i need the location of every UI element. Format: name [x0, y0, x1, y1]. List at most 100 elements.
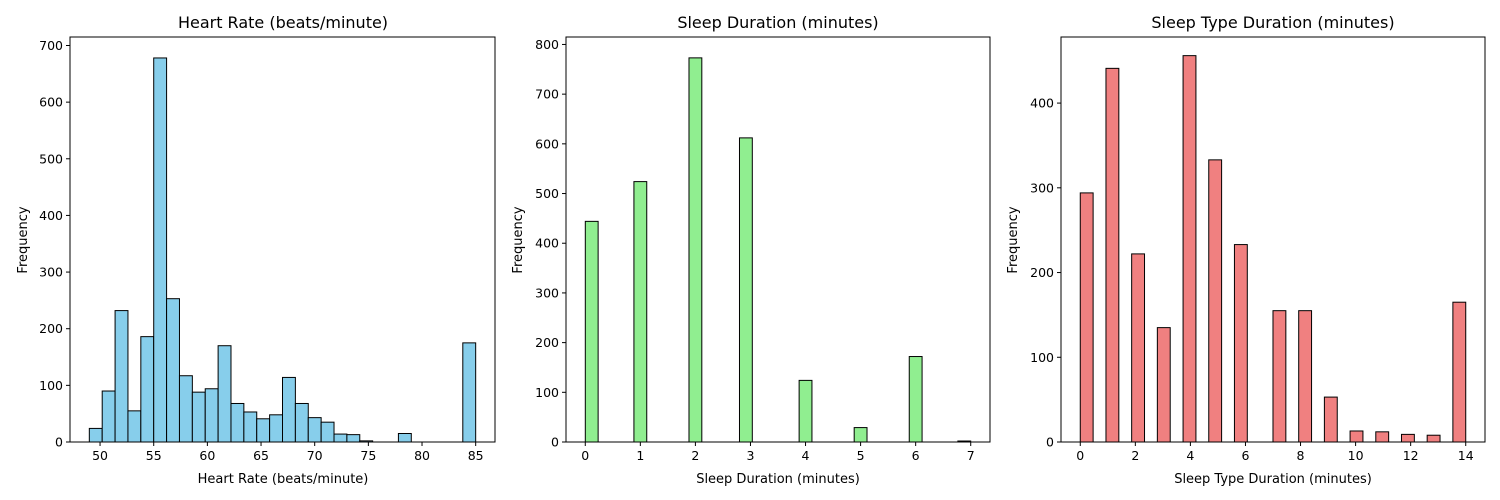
heart-rate-y-tick-label: 400: [39, 208, 63, 223]
heart-rate-y-tick-label: 100: [39, 378, 63, 393]
sleep-duration-axes-frame: [565, 36, 991, 443]
sleep-type-x-tick-label: 6: [1241, 448, 1249, 463]
heart-rate-x-tick-label: 65: [253, 448, 269, 463]
sleep-duration-y-tick-label: 0: [551, 435, 559, 450]
sleep-duration-bar: [798, 379, 813, 443]
sleep-duration-y-tick-label: 200: [535, 335, 559, 350]
sleep-duration-y-tick-label: 700: [535, 87, 559, 102]
heart-rate-y-tick-label: 300: [39, 265, 63, 280]
sleep-duration-x-tick-label: 6: [912, 448, 920, 463]
sleep-type-bar: [1233, 244, 1248, 443]
heart-rate-x-tick-label: 55: [146, 448, 162, 463]
sleep-type-bar: [1452, 301, 1467, 443]
heart-rate-bar: [204, 388, 219, 443]
sleep-type-y-tick-label: 300: [1030, 180, 1054, 195]
sleep-type-x-tick-label: 8: [1297, 448, 1305, 463]
sleep-duration-x-tick-label: 7: [967, 448, 975, 463]
heart-rate-bar: [153, 57, 168, 443]
sleep-type-x-tick-label: 10: [1348, 448, 1364, 463]
sleep-duration-x-tick-label: 2: [691, 448, 699, 463]
sleep-type-x-tick-label: 4: [1186, 448, 1194, 463]
sleep-type-x-tick-label: 0: [1076, 448, 1084, 463]
sleep-duration-y-axis-label: Frequency: [511, 206, 526, 273]
sleep-duration-x-tick-label: 4: [802, 448, 810, 463]
sleep-type-title: Sleep Type Duration (minutes): [1151, 13, 1394, 32]
heart-rate-bar: [256, 418, 271, 443]
heart-rate-bar: [127, 410, 142, 443]
sleep-duration-bar: [633, 181, 648, 443]
heart-rate-panel: Heart Rate (beats/minute) 50 55 60 65 70 75 80…: [16, 13, 496, 487]
sleep-type-bar: [1272, 310, 1287, 443]
heart-rate-bar: [243, 411, 258, 443]
sleep-type-panel: Sleep Type Duration (minutes) 0 2 4 6 8 10 12 1…: [1006, 13, 1486, 487]
sleep-type-x-axis-label: Sleep Type Duration (minutes): [1174, 472, 1372, 487]
heart-rate-y-tick-label: 700: [39, 38, 63, 53]
heart-rate-bar: [230, 402, 245, 443]
sleep-type-bar: [1156, 327, 1171, 443]
heart-rate-title: Heart Rate (beats/minute): [178, 13, 388, 32]
heart-rate-bar: [320, 421, 335, 443]
sleep-type-axes-frame: [1060, 36, 1486, 443]
sleep-duration-x-tick-label: 1: [636, 448, 644, 463]
sleep-duration-bar: [853, 427, 868, 443]
sleep-duration-y-tick-label: 400: [535, 236, 559, 251]
heart-rate-x-tick-label: 60: [199, 448, 215, 463]
heart-rate-x-tick-label: 85: [468, 448, 484, 463]
sleep-duration-y-tick-label: 500: [535, 186, 559, 201]
sleep-type-bar: [1298, 310, 1313, 443]
heart-rate-x-tick-label: 75: [360, 448, 376, 463]
sleep-type-x-tick-label: 14: [1458, 448, 1474, 463]
heart-rate-axes-frame: [69, 36, 496, 443]
heart-rate-bar: [333, 433, 348, 443]
heart-rate-bar: [307, 417, 322, 443]
heart-rate-bar: [101, 390, 116, 443]
heart-rate-bar: [166, 298, 180, 443]
heart-rate-plot: 50 55 60 65 70 75 80 85 0 100 200 300 400 500 600 700: [39, 38, 483, 463]
sleep-type-bar: [1375, 431, 1390, 443]
heart-rate-bar: [140, 336, 155, 443]
sleep-type-plot: 0 2 4 6 8 10 12 14 0 100 200 300 400: [1030, 55, 1474, 463]
heart-rate-bar: [191, 391, 206, 443]
heart-rate-bar: [462, 342, 477, 443]
heart-rate-bar: [88, 427, 103, 443]
heart-rate-bar: [269, 414, 283, 443]
sleep-type-y-tick-label: 100: [1030, 350, 1054, 365]
sleep-duration-title: Sleep Duration (minutes): [677, 13, 878, 32]
sleep-duration-bar: [688, 57, 703, 443]
sleep-type-bar: [1426, 434, 1441, 443]
sleep-duration-y-tick-label: 800: [535, 37, 559, 52]
sleep-type-y-axis-label: Frequency: [1006, 206, 1021, 273]
heart-rate-x-tick-label: 80: [414, 448, 430, 463]
sleep-duration-y-tick-label: 300: [535, 285, 559, 300]
heart-rate-y-tick-label: 500: [39, 151, 63, 166]
sleep-duration-x-axis-label: Sleep Duration (minutes): [696, 472, 860, 487]
heart-rate-bar: [178, 375, 193, 443]
sleep-duration-y-tick-label: 600: [535, 136, 559, 151]
sleep-type-bar: [1079, 192, 1094, 443]
sleep-type-x-tick-label: 2: [1131, 448, 1139, 463]
sleep-duration-plot: 0 1 2 3 4 5 6 7 0 100 200 300 400 500 600 700 800: [535, 37, 975, 463]
heart-rate-bar: [294, 402, 309, 443]
heart-rate-y-axis-label: Frequency: [16, 206, 31, 273]
heart-rate-bar: [282, 376, 296, 443]
heart-rate-y-tick-label: 0: [55, 435, 63, 450]
sleep-duration-x-tick-label: 0: [581, 448, 589, 463]
heart-rate-x-tick-label: 50: [92, 448, 108, 463]
heart-rate-bar: [346, 434, 361, 443]
sleep-type-bar: [1208, 159, 1223, 443]
sleep-duration-bar: [908, 356, 923, 443]
sleep-duration-bar: [584, 220, 599, 443]
heart-rate-bar: [114, 310, 129, 443]
sleep-type-bar: [1131, 253, 1146, 443]
sleep-type-bar: [1400, 433, 1415, 443]
sleep-type-y-tick-label: 400: [1030, 96, 1054, 111]
sleep-duration-x-tick-label: 3: [746, 448, 754, 463]
heart-rate-x-axis-label: Heart Rate (beats/minute): [198, 472, 369, 487]
sleep-type-x-tick-label: 12: [1403, 448, 1419, 463]
sleep-duration-panel: Sleep Duration (minutes) 0 1 2 3 4 5 6 7 0 100 200…: [511, 13, 991, 487]
heart-rate-bar: [217, 345, 232, 443]
sleep-duration-bar: [738, 137, 753, 443]
heart-rate-bar: [397, 433, 412, 443]
sleep-type-bar: [1349, 430, 1364, 443]
